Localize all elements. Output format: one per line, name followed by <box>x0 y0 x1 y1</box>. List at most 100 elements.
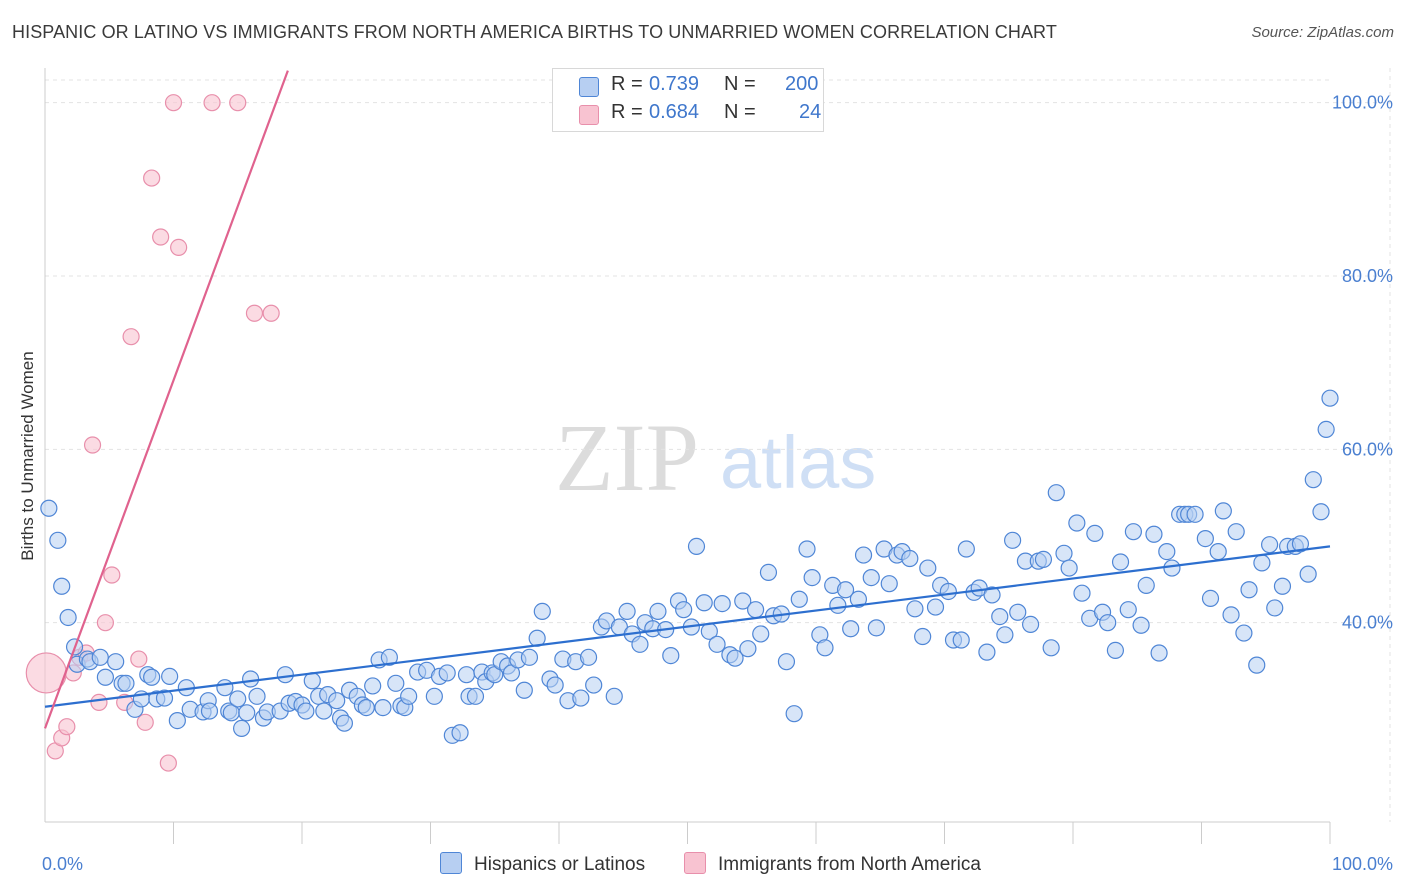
blue-point <box>229 690 247 708</box>
blue-point <box>457 666 476 684</box>
blue-point <box>1235 624 1253 642</box>
legend-swatch-blue <box>579 77 599 97</box>
watermark-atlas: atlas <box>720 421 876 504</box>
blue-point <box>466 687 485 705</box>
blue-point <box>161 667 179 686</box>
blue-point <box>734 592 752 610</box>
y-tick-label: 40.0% <box>1342 613 1393 633</box>
pink-point <box>170 238 188 256</box>
blue-point <box>1291 535 1310 553</box>
pink-trendline <box>43 70 289 729</box>
legend-r-value: 0.684 <box>649 101 700 123</box>
blue-point <box>939 582 957 601</box>
blue-point <box>1186 505 1204 523</box>
pink-point <box>83 436 102 454</box>
legend-swatch-pink <box>684 852 706 874</box>
blue-point <box>1273 577 1292 595</box>
pink-point <box>152 228 170 246</box>
pink-point <box>229 94 247 112</box>
y-tick-label: 60.0% <box>1342 439 1393 459</box>
blue-point <box>901 549 919 568</box>
blue-point <box>335 714 354 732</box>
blue-point <box>515 681 533 699</box>
blue-point <box>546 676 564 694</box>
blue-point <box>53 577 71 595</box>
blue-point <box>777 653 796 671</box>
blue-point <box>155 689 174 707</box>
blue-point <box>585 676 603 694</box>
blue-point <box>759 563 778 582</box>
blue-point <box>798 540 816 558</box>
blue-point <box>1034 550 1053 569</box>
blue-point <box>248 687 266 705</box>
blue-point <box>1021 615 1040 634</box>
blue-point <box>631 635 649 653</box>
legend-r-label: R = <box>611 73 643 95</box>
blue-point <box>914 627 932 646</box>
blue-point <box>1132 616 1150 634</box>
blue-point <box>1222 606 1240 624</box>
pink-series <box>25 94 280 772</box>
watermark-zip: ZIP <box>555 404 699 511</box>
blue-point <box>238 704 256 722</box>
blue-point <box>328 692 346 710</box>
blue-point <box>829 596 847 614</box>
blue-point <box>662 646 680 665</box>
blue-point <box>233 719 251 738</box>
blue-point <box>1163 559 1181 577</box>
blue-point <box>978 643 996 661</box>
blue-trendline <box>44 545 1331 708</box>
blue-point <box>59 608 77 627</box>
y-tick-label: 80.0% <box>1342 266 1393 286</box>
blue-point <box>687 537 706 556</box>
y-tick-label: 100.0% <box>1332 93 1393 113</box>
blue-point <box>357 698 375 717</box>
blue-point <box>1248 656 1266 674</box>
pink-point <box>90 693 108 712</box>
chart-title: HISPANIC OR LATINO VS IMMIGRANTS FROM NO… <box>12 22 1057 42</box>
blue-point <box>1201 589 1220 608</box>
blue-point <box>919 559 937 577</box>
blue-point <box>957 540 975 558</box>
blue-point <box>785 705 803 723</box>
blue-point <box>438 664 456 682</box>
blue-point <box>618 602 636 621</box>
blue-point <box>1086 524 1104 543</box>
blue-point <box>862 568 880 587</box>
blue-series <box>40 389 1339 744</box>
correlation-legend: R = 0.739 N = 200 R = 0.684 N = 24 <box>552 68 824 132</box>
pink-point <box>136 713 154 731</box>
blue-point <box>1106 641 1125 660</box>
blue-point <box>1158 542 1176 561</box>
blue-point <box>1317 420 1335 438</box>
blue-point <box>1099 614 1117 632</box>
blue-point <box>1321 389 1339 407</box>
blue-point <box>991 607 1009 626</box>
legend-item-immigrants: Immigrants from North America <box>684 852 981 876</box>
blue-point <box>1227 523 1245 541</box>
blue-point <box>49 531 67 549</box>
blue-point <box>364 677 382 695</box>
blue-point <box>842 620 860 638</box>
blue-point <box>836 581 855 599</box>
blue-point <box>790 590 808 608</box>
blue-point <box>675 601 693 619</box>
blue-point <box>803 568 821 587</box>
blue-point <box>1137 576 1155 595</box>
blue-point <box>143 668 161 686</box>
blue-point <box>649 602 667 621</box>
blue-point <box>168 711 186 730</box>
blue-point <box>579 648 598 666</box>
legend-n-label: N = <box>724 101 756 123</box>
blue-point <box>40 499 58 517</box>
blue-point <box>242 670 260 688</box>
legend-r-value: 0.739 <box>649 73 700 95</box>
blue-point <box>1253 554 1271 572</box>
blue-point <box>200 702 219 720</box>
blue-point <box>752 625 770 643</box>
legend-n-label: N = <box>724 73 756 95</box>
blue-point <box>1004 531 1022 549</box>
blue-point <box>1209 542 1227 561</box>
blue-point <box>854 546 873 564</box>
